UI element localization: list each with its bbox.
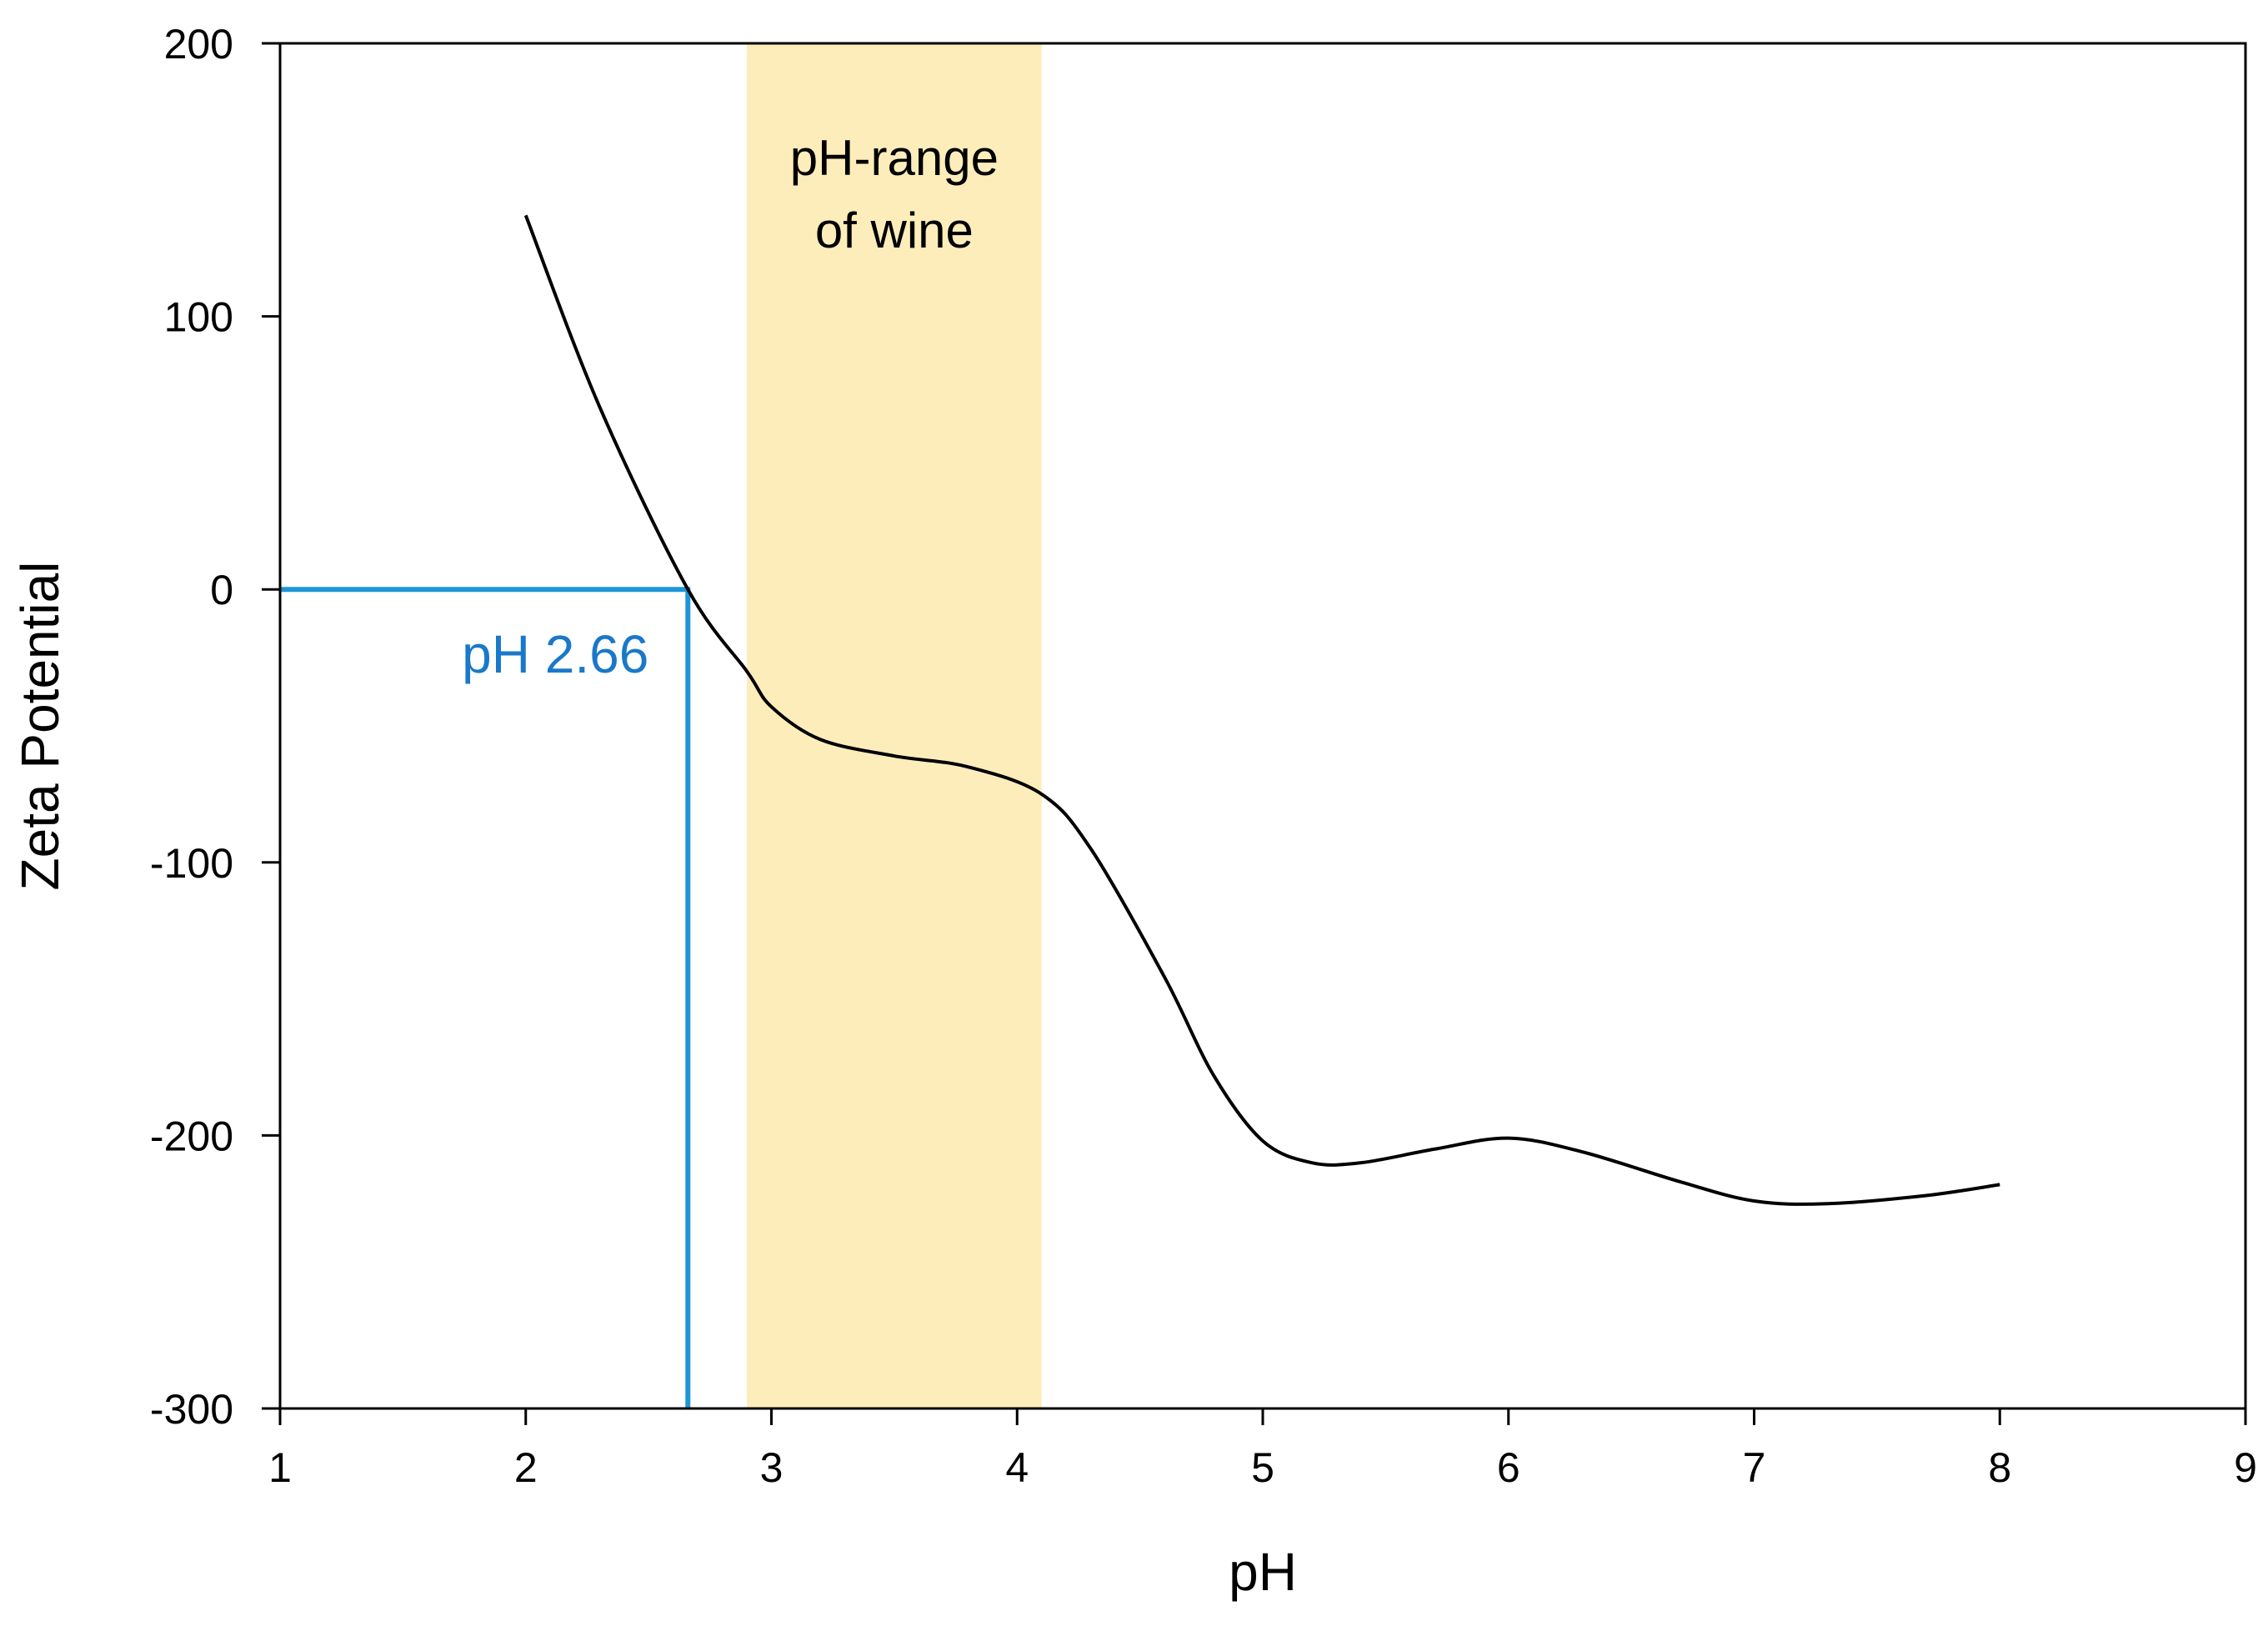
wine-ph-range-label: pH-range: [790, 130, 999, 186]
y-axis-title: Zeta Potential: [10, 562, 70, 891]
x-tick-label: 7: [1743, 1444, 1766, 1491]
isoelectric-point-marker-line: [280, 587, 691, 1408]
x-tick-label: 5: [1251, 1444, 1274, 1491]
isoelectric-marker-layer: [280, 587, 691, 1408]
y-tick-label: 0: [210, 567, 233, 613]
isoelectric-point-label: pH 2.66: [462, 624, 648, 684]
y-tick-label: 100: [164, 294, 233, 341]
x-tick-label: 6: [1497, 1444, 1520, 1491]
wine-ph-range-label: of wine: [815, 203, 974, 258]
y-tick-label: -200: [150, 1113, 233, 1159]
x-tick-label: 4: [1005, 1444, 1029, 1491]
y-tick-label: -100: [150, 840, 233, 887]
series-layer: [523, 214, 2000, 1206]
x-tick-label: 9: [2234, 1444, 2257, 1491]
x-axis-title: pH: [1229, 1542, 1297, 1602]
y-tick-label: 200: [164, 21, 233, 68]
x-tick-label: 1: [268, 1444, 292, 1491]
axis-ticks-layer: [262, 42, 2247, 1425]
x-tick-label: 3: [760, 1444, 784, 1491]
x-tick-label: 8: [1988, 1444, 2011, 1491]
text-labels-layer: 1 2 3 4 5 6 7 8 9 200 100 0 -100 -200 -300 pH Zeta Poten…: [10, 21, 2257, 1602]
y-tick-label: -300: [150, 1386, 233, 1433]
x-tick-label: 2: [514, 1444, 538, 1491]
zeta-potential-series-line: [523, 214, 2000, 1206]
plot-frame: [278, 42, 2247, 1410]
